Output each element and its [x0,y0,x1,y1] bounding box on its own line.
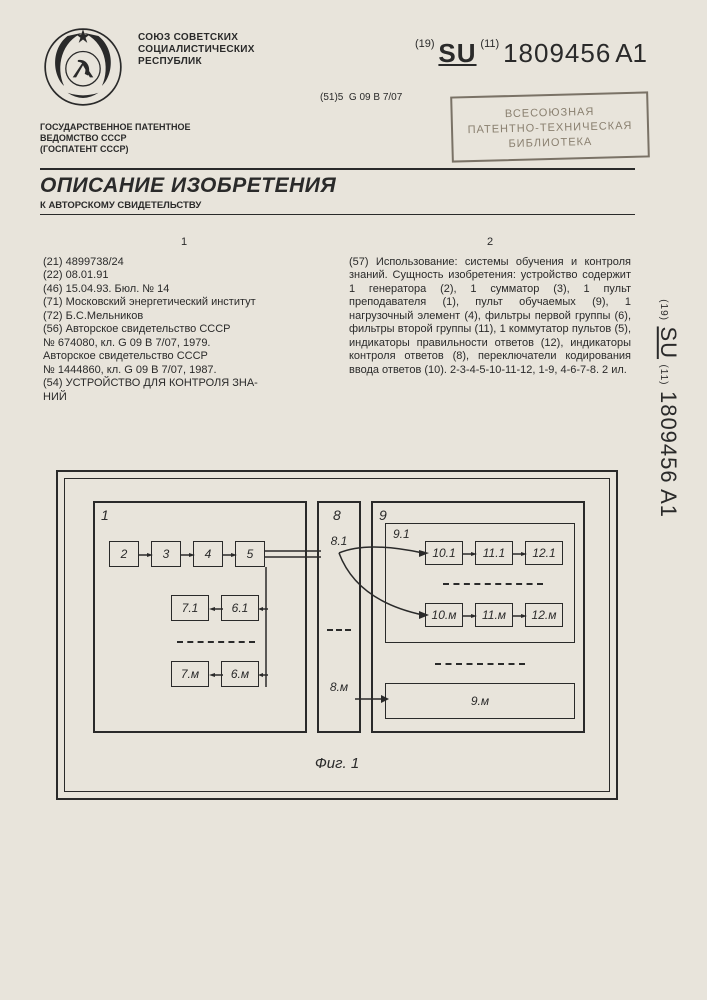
biblio-line: № 1444860, кл. G 09 B 7/07, 1987. [43,364,325,378]
col1-number: 1 [43,236,325,250]
arrow-3-4 [181,553,195,557]
country-code: SU [438,38,476,68]
column-1: 1 (21) 4899738/24(22) 08.01.91(46) 15.04… [43,236,325,404]
node-8-m: 8.м [323,675,355,699]
node-7-1: 7.1 [171,595,209,621]
ipc-class: (51)5 G 09 B 7/07 [320,92,402,103]
biblio-columns: 1 (21) 4899738/24(22) 08.01.91(46) 15.04… [43,236,631,404]
node-10-m: 10.м [425,603,463,627]
node-3: 3 [151,541,181,567]
node-10-1: 10.1 [425,541,463,565]
biblio-line: (21) 4899738/24 [43,256,325,270]
agency-text: ГОСУДАРСТВЕННОЕ ПАТЕНТНОЕ ВЕДОМСТВО СССР… [40,122,191,155]
dash-9-between [435,663,525,665]
dash-91-mid [443,583,543,585]
doc-subtitle: К АВТОРСКОМУ СВИДЕТЕЛЬСТВУ [40,200,201,211]
biblio-line: (46) 15.04.93. Бюл. № 14 [43,283,325,297]
field-11: (11) [480,38,499,50]
node-6-1: 6.1 [221,595,259,621]
arrow-to-6m [258,673,268,677]
publication-number: (19) SU (11) 1809456 A1 [415,38,647,69]
arrow-101-111 [463,552,477,556]
node-12-m: 12.м [525,603,563,627]
arrow-10m-11m [463,614,477,618]
biblio-line: НИЙ [43,391,325,405]
arrow-61-71 [209,607,223,611]
field-19: (19) [415,38,435,50]
arrow-11m-12m [513,614,527,618]
biblio-line: (54) УСТРОЙСТВО ДЛЯ КОНТРОЛЯ ЗНА- [43,377,325,391]
line-5-down [263,567,269,687]
node-6-m: 6.м [221,661,259,687]
ussr-emblem [40,24,126,110]
node-11-m: 11.м [475,603,513,627]
line-5-out [265,549,321,559]
patent-page: СОЮЗ СОВЕТСКИХ СОЦИАЛИСТИЧЕСКИХ РЕСПУБЛИ… [40,18,667,968]
rule-bottom [40,214,635,215]
label-1: 1 [101,507,109,523]
biblio-line: № 674080, кл. G 09 B 7/07, 1979. [43,337,325,351]
biblio-line: (22) 08.01.91 [43,269,325,283]
arrow-to-61 [258,607,268,611]
biblio-line: (56) Авторское свидетельство СССР [43,323,325,337]
biblio-line: Авторское свидетельство СССР [43,350,325,364]
dash-left-mid [177,641,255,643]
node-2: 2 [109,541,139,567]
label-9: 9 [379,507,387,523]
node-4: 4 [193,541,223,567]
node-12-1: 12.1 [525,541,563,565]
figure-1: 1 8 9 2 3 4 5 7.1 6.1 [56,470,618,800]
arrow-4-5 [223,553,237,557]
label-8: 8 [333,507,341,523]
block-9-m: 9.м [385,683,575,719]
figure-caption: Фиг. 1 [65,755,609,772]
biblio-line: (72) Б.С.Мельников [43,310,325,324]
library-stamp: ВСЕСОЮЗНАЯ ПАТЕНТНО-ТЕХНИЧЕСКАЯ БИБЛИОТЕ… [450,91,650,162]
doc-title: ОПИСАНИЕ ИЗОБРЕТЕНИЯ [40,174,336,198]
node-7-m: 7.м [171,661,209,687]
node-5: 5 [235,541,265,567]
arrow-8-to-10m [337,551,429,619]
col2-body: (57) Использование: системы обучения и к… [349,256,631,378]
arrow-111-121 [513,552,527,556]
column-2: 2 (57) Использование: системы обучения и… [349,236,631,377]
doc-number: 1809456 [503,38,611,68]
block-diagram: 1 8 9 2 3 4 5 7.1 6.1 [65,479,609,791]
kind-code: A1 [615,38,647,68]
union-text: СОЮЗ СОВЕТСКИХ СОЦИАЛИСТИЧЕСКИХ РЕСПУБЛИ… [138,32,255,68]
biblio-line: (71) Московский энергетический институт [43,296,325,310]
col2-number: 2 [349,236,631,250]
node-11-1: 11.1 [475,541,513,565]
arrow-2-3 [139,553,153,557]
dash-8 [327,629,351,631]
col1-body: (21) 4899738/24(22) 08.01.91(46) 15.04.9… [43,256,325,405]
figure-inner: 1 8 9 2 3 4 5 7.1 6.1 [64,478,610,792]
side-publication-number: (19) SU (11) 1809456 A1 [655,299,681,518]
rule-top [40,168,635,170]
arrow-6m-7m [209,673,223,677]
arrow-8m-to-9m [355,695,389,703]
